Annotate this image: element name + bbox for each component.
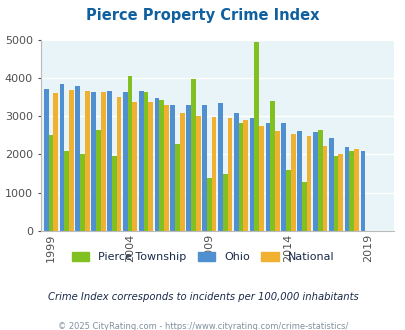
Bar xyxy=(112,156,116,231)
Bar xyxy=(296,131,301,231)
Bar xyxy=(290,134,295,231)
Bar xyxy=(123,92,128,231)
Bar xyxy=(328,138,333,231)
Bar xyxy=(80,154,85,231)
Bar xyxy=(312,132,317,231)
Bar xyxy=(258,126,263,231)
Bar xyxy=(191,79,195,231)
Bar xyxy=(322,146,326,231)
Bar xyxy=(233,113,238,231)
Bar xyxy=(306,136,311,231)
Bar xyxy=(349,150,353,231)
Text: © 2025 CityRating.com - https://www.cityrating.com/crime-statistics/: © 2025 CityRating.com - https://www.city… xyxy=(58,322,347,330)
Text: Crime Index corresponds to incidents per 100,000 inhabitants: Crime Index corresponds to incidents per… xyxy=(47,292,358,302)
Bar xyxy=(217,103,222,231)
Bar xyxy=(179,114,184,231)
Bar xyxy=(139,90,143,231)
Legend: Pierce Township, Ohio, National: Pierce Township, Ohio, National xyxy=(67,248,338,267)
Bar xyxy=(175,144,179,231)
Bar xyxy=(69,90,74,231)
Bar xyxy=(44,89,49,231)
Bar xyxy=(116,97,121,231)
Bar xyxy=(360,151,364,231)
Bar xyxy=(75,86,80,231)
Bar xyxy=(91,92,96,231)
Bar xyxy=(249,118,254,231)
Bar xyxy=(207,178,211,231)
Bar xyxy=(154,98,159,231)
Bar xyxy=(186,105,191,231)
Bar xyxy=(286,170,290,231)
Bar xyxy=(270,101,274,231)
Bar xyxy=(202,106,207,231)
Bar xyxy=(337,154,342,231)
Bar xyxy=(281,123,286,231)
Bar xyxy=(53,93,58,231)
Bar xyxy=(301,182,306,231)
Bar xyxy=(128,76,132,231)
Bar xyxy=(254,42,258,231)
Bar xyxy=(85,91,90,231)
Bar xyxy=(100,92,105,231)
Text: Pierce Property Crime Index: Pierce Property Crime Index xyxy=(86,8,319,23)
Bar xyxy=(159,100,164,231)
Bar xyxy=(195,116,200,231)
Bar xyxy=(227,118,232,231)
Bar xyxy=(211,117,216,231)
Bar xyxy=(148,102,153,231)
Bar xyxy=(170,105,175,231)
Bar xyxy=(274,131,279,231)
Bar xyxy=(164,106,168,231)
Bar xyxy=(49,135,53,231)
Bar xyxy=(60,84,64,231)
Bar xyxy=(143,92,148,231)
Bar xyxy=(333,156,337,231)
Bar xyxy=(222,174,227,231)
Bar xyxy=(238,123,243,231)
Bar xyxy=(96,130,100,231)
Bar xyxy=(107,91,112,231)
Bar xyxy=(265,123,270,231)
Bar xyxy=(243,120,247,231)
Bar xyxy=(64,151,69,231)
Bar xyxy=(317,130,322,231)
Bar xyxy=(132,102,137,231)
Bar xyxy=(353,149,358,231)
Bar xyxy=(344,147,349,231)
